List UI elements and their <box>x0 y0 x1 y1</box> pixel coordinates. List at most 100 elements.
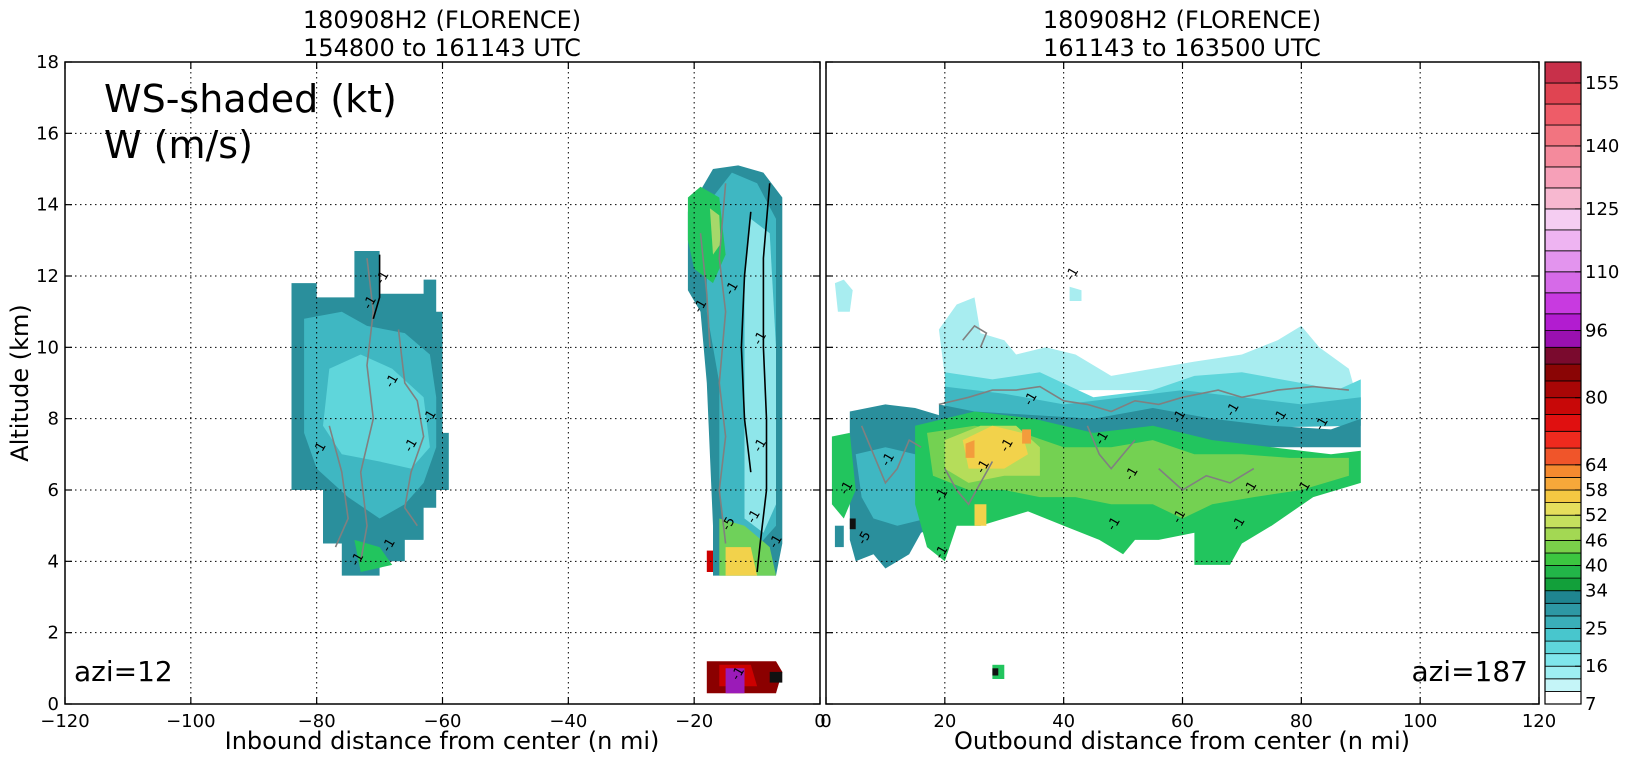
left-contour-label-15: -1 <box>729 664 748 683</box>
right-contour-anvil-contour-gray <box>938 385 1349 413</box>
right-contour-label-10: -1 <box>1295 479 1314 498</box>
right-contour-label-14: -1 <box>879 450 898 469</box>
colorbar-tick-label-11: 110 <box>1585 262 1619 283</box>
colorbar-bin-38 <box>1544 82 1582 105</box>
colorbar-bin-16 <box>1544 489 1582 504</box>
right-contour-label-3: -1 <box>974 457 993 476</box>
colorbar-tick-label-7: 58 <box>1585 480 1608 501</box>
colorbar-tick-label-10: 96 <box>1585 321 1608 342</box>
right-region-upper-cirrus-patch <box>834 279 853 312</box>
colorbar-bin-31 <box>1544 229 1582 252</box>
colorbar-bin-37 <box>1544 103 1582 126</box>
left-contour-left-band-contour-c <box>328 425 349 548</box>
left-contour-label-0: -1 <box>361 293 380 312</box>
left-xtick-label-6: 0 <box>814 711 825 732</box>
colorbar-bin-39 <box>1544 61 1582 84</box>
left-xtick-label-5: −20 <box>675 711 713 732</box>
colorbar-bin-28 <box>1544 292 1582 315</box>
left-contour-label-10: -1 <box>751 329 770 348</box>
left-ytick-label-3: 6 <box>48 480 59 501</box>
colorbar-tick-label-9: 80 <box>1585 388 1608 409</box>
colorbar-bin-22 <box>1544 397 1582 415</box>
left-panel-title-line1: 180908H2 (FLORENCE) <box>303 6 581 34</box>
colorbar-tick-label-13: 140 <box>1585 136 1619 157</box>
colorbar-bin-35 <box>1544 145 1582 168</box>
left-region-right-column-top-yellowgreen <box>709 208 721 255</box>
left-xtick-label-4: −40 <box>549 711 587 732</box>
right-xtick-label-1: 20 <box>933 711 956 732</box>
colorbar-bin-4 <box>1544 640 1582 655</box>
right-xtick-label-3: 60 <box>1171 711 1194 732</box>
y-axis-label: Altitude (km) <box>6 304 34 461</box>
left-contour-label-11: -1 <box>751 436 770 455</box>
colorbar-bin-20 <box>1544 430 1582 449</box>
left-contour-label-1: -1 <box>373 268 392 287</box>
left-xtick-label-0: −120 <box>40 711 89 732</box>
right-xtick-label-5: 100 <box>1403 711 1437 732</box>
colorbar-bin-32 <box>1544 208 1582 231</box>
right-panel-azimuth: azi=187 <box>1411 655 1528 688</box>
left-panel-xlabel: Inbound distance from center (n mi) <box>225 727 660 755</box>
colorbar-bin-14 <box>1544 514 1582 529</box>
right-region-bottom-left-speck <box>849 518 856 530</box>
left-contour-right-column-contour-gray-b <box>699 233 711 348</box>
colorbar-bin-17 <box>1544 476 1582 491</box>
right-contour-lower-contour-gray-a <box>860 425 922 485</box>
colorbar-bin-5 <box>1544 628 1582 642</box>
left-ytick-label-5: 10 <box>36 337 59 358</box>
left-region-right-column-light <box>744 218 776 533</box>
right-contour-label-11: -1 <box>1241 479 1260 498</box>
right-panel-title-line2: 161143 to 163500 UTC <box>1043 34 1321 62</box>
right-panel-grid <box>826 62 1539 704</box>
colorbar-bin-11 <box>1544 552 1582 566</box>
left-xtick-label-3: −60 <box>424 711 462 732</box>
colorbar-bin-8 <box>1544 590 1582 604</box>
left-region-low-level-black <box>769 671 783 683</box>
left-contour-label-13: -1 <box>744 507 763 526</box>
left-contour-left-band-contour-a <box>359 258 375 562</box>
left-panel: -1-1-1-1-1-1-1-1-1-1-1-1-5 -1-1-1 −120 −10… <box>36 6 826 755</box>
right-panel: -1-1-1-1 -1-1-1 -1 -1 -1-1-1-1 -1-1-1-5-1-1-1… <box>820 6 1556 755</box>
colorbar-tick-label-4: 40 <box>1585 556 1608 577</box>
right-region-main-orange-b <box>1022 429 1031 444</box>
colorbar: 7 16 25 34 40 46 52 58 64 80 96 110 125 140 155 <box>1544 61 1619 715</box>
colorbar-tick-label-3: 34 <box>1585 581 1608 602</box>
right-panel-title-line1: 180908H2 (FLORENCE) <box>1043 6 1321 34</box>
colorbar-tick-label-8: 64 <box>1585 455 1608 476</box>
left-contour-label-9: -1 <box>722 279 741 298</box>
colorbar-bin-15 <box>1544 502 1582 516</box>
left-contour-label-14: -1 <box>766 532 785 551</box>
left-region-low-level-purple <box>725 668 745 694</box>
left-ytick-label-4: 8 <box>48 409 59 430</box>
colorbar-bin-34 <box>1544 166 1582 189</box>
left-ytick-label-0: 0 <box>48 694 59 715</box>
left-panel-grid <box>65 62 820 704</box>
right-xtick-label-6: 120 <box>1522 711 1556 732</box>
colorbar-bin-26 <box>1544 330 1582 348</box>
colorbar-bin-3 <box>1544 653 1582 667</box>
left-xtick-label-2: −80 <box>298 711 336 732</box>
colorbar-bin-27 <box>1544 313 1582 331</box>
left-ytick-label-1: 2 <box>48 623 59 644</box>
colorbar-tick-label-2: 25 <box>1585 618 1608 639</box>
left-contour-left-band-contour-black <box>372 254 381 320</box>
colorbar-bin-13 <box>1544 527 1582 541</box>
overlay-label-line2: W (m/s) <box>104 123 253 167</box>
left-contour-label-2: -1 <box>383 372 402 391</box>
left-contour-label-12: -5 <box>719 515 738 534</box>
right-xtick-label-4: 80 <box>1290 711 1313 732</box>
right-contour-label-19: -1 <box>1063 265 1082 284</box>
right-region-near-surface-speck-black <box>992 668 999 676</box>
right-region-upper-cirrus-patch-2 <box>1069 286 1082 301</box>
right-contour-label-16: -5 <box>855 529 874 548</box>
right-contour-lower-contour-gray-c <box>1086 425 1136 470</box>
right-contour-label-5: -1 <box>1104 515 1123 534</box>
right-contour-label-17: -1 <box>932 486 951 505</box>
colorbar-frame <box>1544 61 1582 705</box>
left-panel-title-line2: 154800 to 161143 UTC <box>303 34 581 62</box>
overlay-label-line1: WS-shaded (kt) <box>104 77 397 121</box>
left-ytick-label-7: 14 <box>36 195 59 216</box>
right-region-main-orange-a <box>965 440 975 458</box>
left-ytick-label-2: 4 <box>48 551 59 572</box>
right-panel-data: -1-1-1-1 -1-1-1 -1 -1 -1-1-1-1 -1-1-1-5-1-1-1 <box>831 265 1361 679</box>
